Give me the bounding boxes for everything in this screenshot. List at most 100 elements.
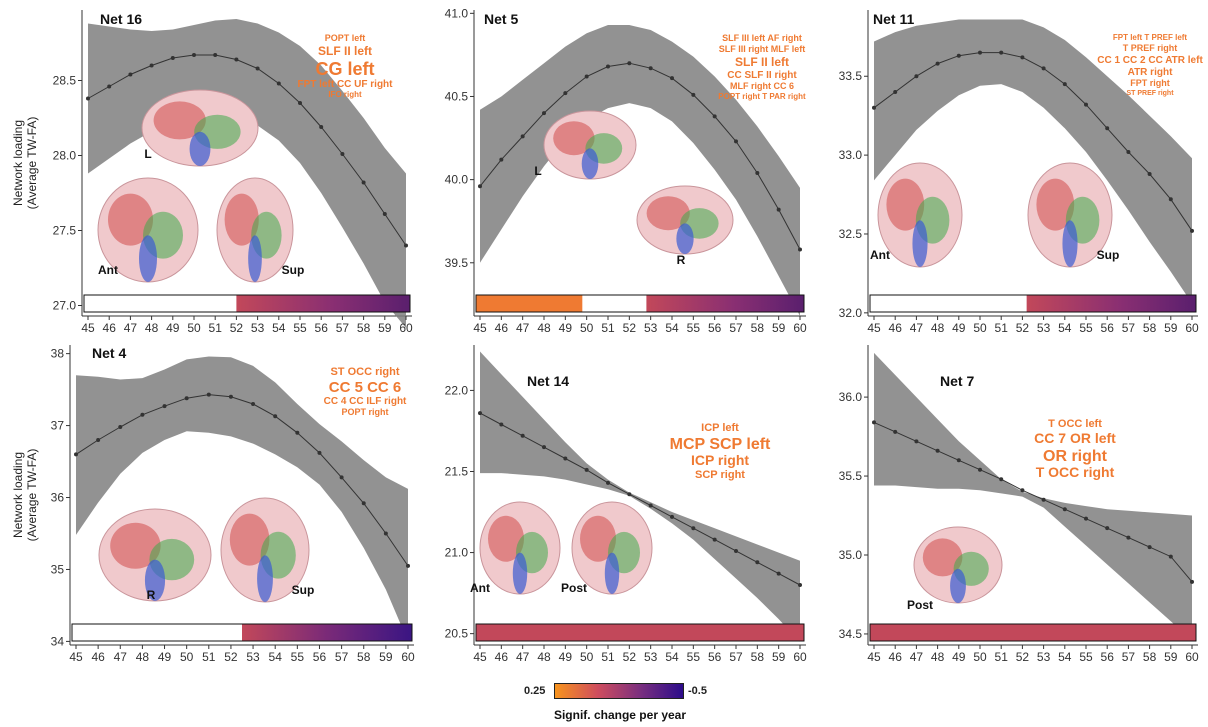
data-point (192, 53, 196, 57)
panel-title: Net 4 (92, 345, 126, 361)
data-point (361, 180, 366, 185)
x-tick-label: 53 (644, 321, 658, 335)
x-tick-label: 60 (399, 321, 413, 335)
data-point (1062, 82, 1067, 87)
significance-segment (242, 624, 412, 641)
tract-bundle-blue (257, 555, 273, 602)
x-tick-label: 58 (751, 321, 765, 335)
data-point (606, 64, 610, 69)
data-point (251, 401, 256, 406)
legend-max-label: -0.5 (688, 685, 707, 697)
tract-bundle-blue (604, 552, 620, 594)
x-tick-label: 45 (867, 650, 881, 664)
mean-line (479, 412, 801, 586)
tract-bundle-red (580, 515, 616, 562)
x-tick-label: 50 (187, 321, 201, 335)
significance-bar-frame (869, 623, 1197, 642)
x-tick-label: 60 (1185, 650, 1199, 664)
x-tick-label: 57 (336, 321, 350, 335)
x-tick-label: 56 (315, 321, 329, 335)
y-tick-label: 33.5 (839, 69, 863, 83)
data-point (234, 57, 239, 62)
y-tick-label: 32.0 (839, 306, 863, 320)
tract-bundle-blue (139, 235, 157, 282)
x-tick-label: 57 (729, 650, 743, 664)
y-tick-label: 22.0 (445, 383, 469, 397)
tract-label: ICP right (691, 452, 749, 468)
y-axis-title: Network loading (Average TW-FA) (11, 449, 39, 542)
data-point (1190, 579, 1194, 584)
x-tick-label: 47 (124, 321, 138, 335)
x-tick-label: 60 (793, 321, 807, 335)
significance-segment (236, 295, 410, 312)
x-tick-label: 56 (708, 321, 722, 335)
data-point (712, 537, 717, 542)
tract-bundle-blue (1062, 220, 1078, 267)
tract-bundle-blue (144, 559, 166, 601)
x-tick-label: 54 (665, 650, 679, 664)
chart-panel: Ant Sup 32.0 32.5 33.0 33.5 45 46 47 48 49 50 51 52 53… (839, 10, 1203, 335)
data-point (956, 53, 961, 58)
data-point (755, 170, 760, 175)
chart-panel: L Ant Sup 27.0 27.5 28.0 28.5 45 46 47 48 49 50 51 52 5… (53, 10, 413, 335)
y-tick-label: 34 (51, 634, 65, 648)
view-label-post: Post (907, 598, 933, 612)
mean-line (873, 421, 1193, 583)
data-point (755, 560, 760, 565)
x-tick-label: 47 (910, 321, 924, 335)
data-point (1084, 102, 1088, 107)
x-tick-label: 54 (272, 321, 286, 335)
y-tick-label: 38 (51, 347, 65, 361)
y-tick-label: 27.0 (53, 299, 77, 313)
x-tick-label: 52 (623, 650, 637, 664)
tract-label: SLF III left AF right (722, 33, 802, 43)
x-tick-label: 51 (202, 650, 216, 664)
x-tick-label: 48 (931, 650, 945, 664)
data-point (956, 458, 961, 463)
tract-bundle-red (224, 193, 259, 246)
x-tick-label: 58 (1143, 321, 1157, 335)
y-tick-label: 20.5 (445, 627, 469, 641)
x-tick-label: 46 (103, 321, 117, 335)
tract-label: CC 1 CC 2 CC ATR left (1097, 55, 1203, 66)
figure-canvas: L Ant Sup 27.0 27.5 28.0 28.5 45 46 47 48 49 50 51 52 5… (11, 6, 1203, 664)
brain-render-sup: Sup (220, 497, 314, 603)
y-tick-label: 35.0 (839, 548, 863, 562)
view-label-l: L (144, 147, 151, 161)
data-point (140, 412, 145, 417)
x-tick-label: 50 (580, 650, 594, 664)
y-tick-label: 28.0 (53, 149, 77, 163)
panel-title: Net 14 (527, 373, 569, 389)
tract-bundle-red (153, 101, 206, 140)
tract-bundle-red (1036, 178, 1075, 231)
x-tick-label: 49 (166, 321, 180, 335)
x-tick-label: 55 (1079, 321, 1093, 335)
significance-segment (72, 624, 242, 641)
view-label-ant: Ant (98, 263, 118, 277)
tract-bundle-red (886, 178, 925, 231)
data-point (1041, 66, 1046, 71)
x-tick-label: 49 (952, 321, 966, 335)
significance-segment (476, 624, 804, 641)
y-axis-title-line1: Network loading (11, 120, 25, 206)
data-point (798, 247, 802, 252)
tract-label: T PREF right (1123, 43, 1178, 53)
x-tick-label: 51 (995, 321, 1009, 335)
data-point (406, 563, 410, 568)
tract-label: SLF II left (735, 55, 789, 69)
data-point (404, 243, 408, 248)
x-tick-label: 51 (601, 321, 615, 335)
tract-label: FPT left CC UF right (298, 79, 394, 90)
tract-bundle-blue (189, 131, 211, 166)
tract-label: MLF right CC 6 (730, 81, 794, 91)
y-axis-title-line1: Network loading (11, 452, 25, 538)
data-point (170, 56, 175, 60)
brain-render-ant: Ant (97, 177, 199, 283)
x-tick-label: 52 (224, 650, 238, 664)
tract-label: CC 7 OR left (1034, 430, 1116, 446)
view-label-l: L (534, 164, 541, 178)
x-tick-label: 47 (910, 650, 924, 664)
data-point (584, 74, 589, 79)
data-point (340, 152, 345, 156)
data-point (1041, 497, 1046, 502)
